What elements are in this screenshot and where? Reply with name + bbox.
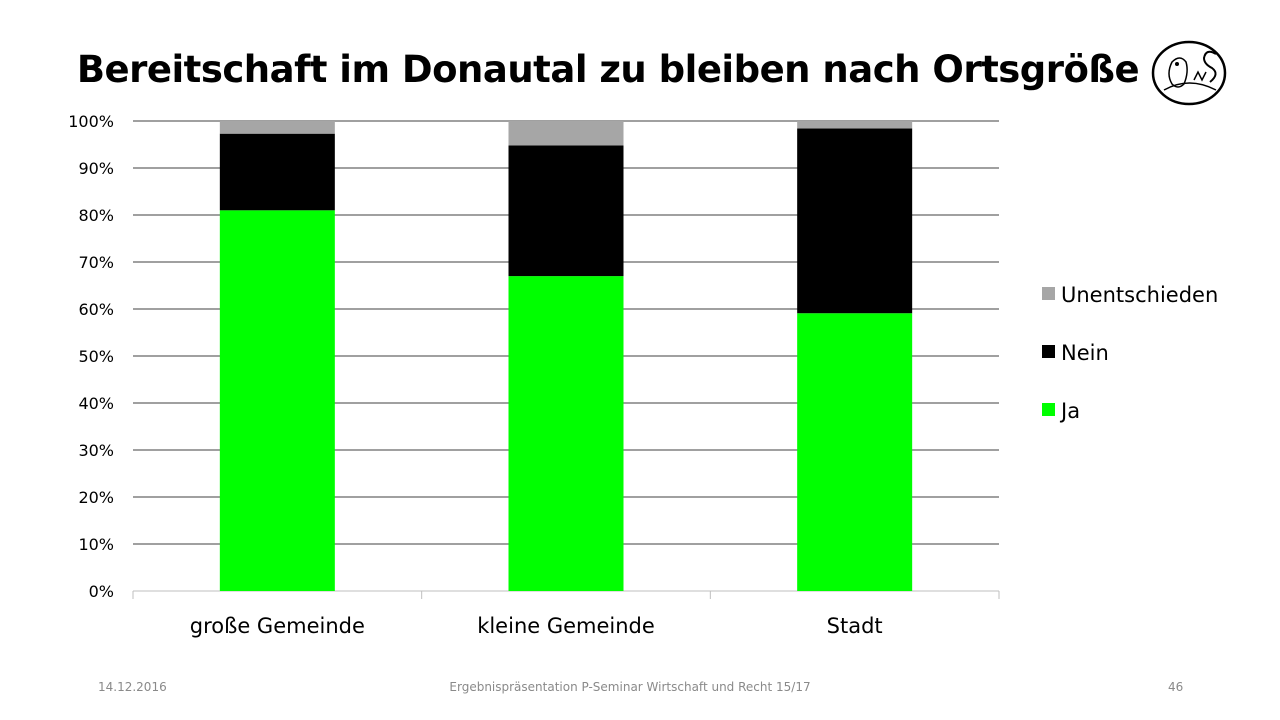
bar-ja-1 bbox=[508, 276, 624, 591]
y-tick-label: 100% bbox=[68, 112, 114, 131]
y-tick-label: 50% bbox=[78, 347, 114, 366]
footer-text: Ergebnispräsentation P-Seminar Wirtschaf… bbox=[449, 680, 811, 694]
legend-swatch bbox=[1042, 345, 1055, 358]
page-number: 46 bbox=[1168, 680, 1184, 694]
legend-label: Ja bbox=[1059, 399, 1080, 423]
y-tick-label: 60% bbox=[78, 300, 114, 319]
footer-date: 14.12.2016 bbox=[98, 680, 167, 694]
y-tick-label: 80% bbox=[78, 206, 114, 225]
bar-ja-2 bbox=[797, 313, 913, 591]
owl-ms-logo-icon bbox=[1151, 40, 1227, 106]
bar-nein-0 bbox=[219, 133, 335, 211]
legend-swatch bbox=[1042, 403, 1055, 416]
y-tick-label: 0% bbox=[89, 582, 114, 601]
bar-nein-2 bbox=[797, 128, 913, 314]
y-tick-label: 20% bbox=[78, 488, 114, 507]
y-tick-label: 70% bbox=[78, 253, 114, 272]
legend-swatch bbox=[1042, 287, 1055, 300]
bar-unentschieden-1 bbox=[508, 121, 624, 146]
y-tick-label: 90% bbox=[78, 159, 114, 178]
y-tick-label: 40% bbox=[78, 394, 114, 413]
legend-label: Unentschieden bbox=[1061, 283, 1218, 307]
bar-ja-0 bbox=[219, 210, 335, 592]
x-category-label: große Gemeinde bbox=[190, 614, 365, 638]
x-category-label: Stadt bbox=[827, 614, 883, 638]
legend-label: Nein bbox=[1061, 341, 1109, 365]
slide-title: Bereitschaft im Donautal zu bleiben nach… bbox=[76, 48, 1140, 91]
x-category-label: kleine Gemeinde bbox=[477, 614, 655, 638]
bar-unentschieden-0 bbox=[219, 121, 335, 134]
y-tick-label: 10% bbox=[78, 535, 114, 554]
y-tick-label: 30% bbox=[78, 441, 114, 460]
bar-nein-1 bbox=[508, 145, 624, 277]
bar-unentschieden-2 bbox=[797, 121, 913, 129]
